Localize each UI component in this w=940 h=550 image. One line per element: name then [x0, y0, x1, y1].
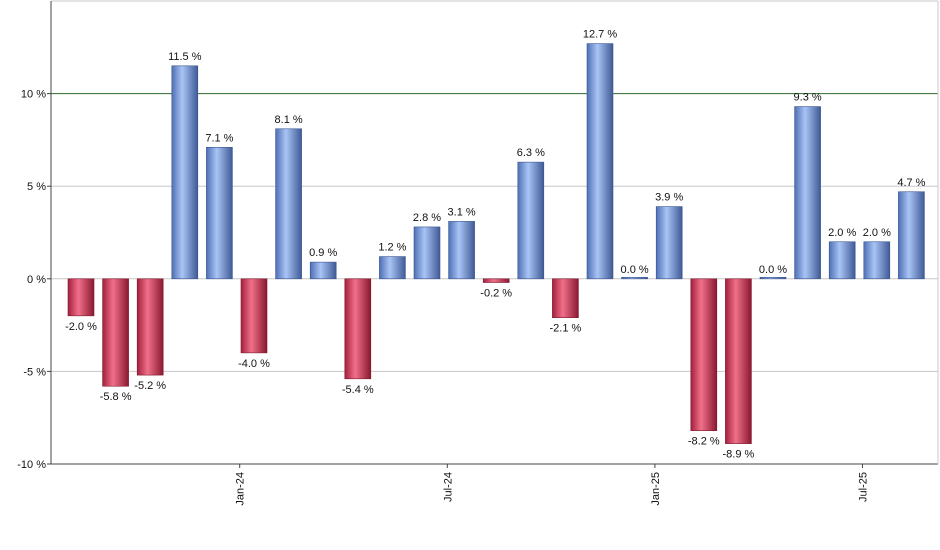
bar [794, 106, 821, 280]
bar [690, 278, 718, 431]
bar [517, 161, 545, 280]
bar [240, 278, 268, 354]
data-label: 2.0 % [828, 227, 856, 239]
bar [102, 278, 129, 387]
bar [171, 65, 199, 280]
data-label: 2.0 % [863, 227, 891, 239]
data-label: 8.1 % [275, 114, 303, 126]
bar [67, 278, 95, 317]
bar [828, 241, 856, 280]
data-label: -4.0 % [238, 358, 270, 370]
y-axis-ticks: -10 % -5 % 0 % 5 % 10 % [17, 89, 51, 471]
data-labels: -2.0 % -5.8 %-5.2 % 11.5 % 7.1 % -4.0 % 8.1 %… [65, 29, 926, 461]
data-label: -0.2 % [480, 288, 512, 300]
data-label: 0.0 % [759, 264, 787, 276]
x-tick-label: Jan-25 [650, 472, 662, 506]
data-label: -8.2 % [688, 436, 720, 448]
data-label: -2.0 % [65, 321, 97, 333]
bar [136, 278, 164, 376]
data-label: -5.2 % [134, 380, 166, 392]
x-tick-label: Jul-24 [442, 472, 454, 502]
bar [586, 43, 614, 280]
data-label: 7.1 % [205, 132, 233, 144]
data-label: -8.9 % [723, 449, 755, 461]
y-tick-label: -5 % [23, 366, 46, 378]
bar [206, 147, 233, 280]
bar [725, 278, 752, 444]
y-tick-label: -10 % [17, 459, 46, 471]
bar [621, 276, 648, 280]
x-tick-label: Jul-25 [858, 472, 870, 502]
data-label: 0.0 % [621, 264, 649, 276]
bar [759, 276, 787, 280]
data-label: 3.9 % [655, 192, 683, 204]
bar [482, 278, 510, 283]
y-tick-label: 0 % [27, 274, 46, 286]
x-axis-ticks: Jan-24 Jul-24 Jan-25 Jul-25 [235, 464, 870, 506]
data-label: 2.8 % [413, 212, 441, 224]
bar [309, 261, 337, 280]
data-label: 11.5 % [168, 51, 202, 63]
data-label: -2.1 % [550, 323, 582, 335]
bar [448, 221, 475, 280]
data-label: -5.4 % [342, 384, 374, 396]
bars [67, 43, 925, 444]
data-label: 9.3 % [794, 92, 822, 104]
y-tick-label: 10 % [21, 89, 46, 101]
data-label: 6.3 % [517, 147, 545, 159]
data-label: 1.2 % [378, 242, 406, 254]
data-label: -5.8 % [100, 391, 132, 403]
bar [863, 241, 891, 280]
data-label: 3.1 % [448, 206, 476, 218]
bar [655, 206, 683, 280]
axes [50, 1, 939, 465]
bar [275, 128, 302, 280]
bar [898, 191, 925, 280]
data-label: 4.7 % [897, 177, 925, 189]
data-label: 0.9 % [309, 247, 337, 259]
bar [413, 226, 441, 280]
data-label: 12.7 % [583, 29, 617, 41]
x-tick-label: Jan-24 [235, 472, 247, 506]
y-tick-label: 5 % [27, 181, 46, 193]
bar [552, 278, 579, 318]
bar [379, 256, 406, 280]
bar [344, 278, 372, 380]
